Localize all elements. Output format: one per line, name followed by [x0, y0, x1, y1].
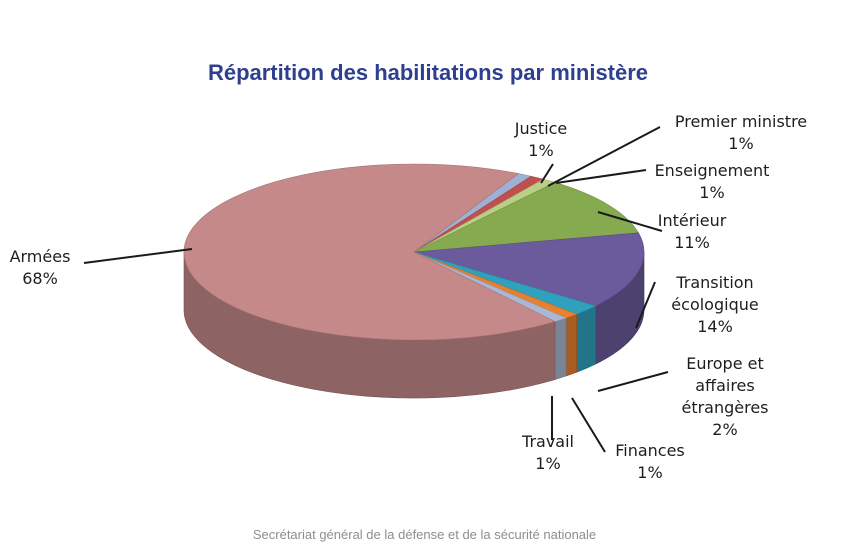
slice-label-2: Premier ministre — [675, 112, 807, 131]
slice-label-6: étrangères — [681, 398, 768, 417]
slice-value-8: 1% — [535, 454, 560, 473]
slice-label-0: Armées — [10, 247, 71, 266]
slice-label-7: Finances — [615, 441, 685, 460]
pie-slices — [183, 163, 645, 341]
slice-side-7 — [565, 313, 577, 377]
pie-sides — [183, 251, 645, 399]
leader-line-7 — [571, 397, 606, 453]
slice-value-0: 68% — [22, 269, 58, 288]
slice-4 — [413, 182, 639, 253]
slice-value-4: 11% — [674, 233, 710, 252]
slice-label-3: Enseignement — [655, 161, 770, 180]
slice-value-2: 1% — [728, 134, 753, 153]
slice-0 — [183, 163, 556, 341]
leader-line-6 — [597, 371, 669, 392]
leader-line-0 — [83, 248, 193, 264]
slice-label-5: écologique — [671, 295, 758, 314]
slice-side-6 — [576, 305, 597, 373]
slice-label-5: Transition — [675, 273, 753, 292]
slice-value-1: 1% — [528, 141, 553, 160]
slice-label-4: Intérieur — [658, 211, 727, 230]
slice-labels: Armées 68% Justice 1% Premier ministre 1% Ense… — [10, 112, 808, 482]
slice-label-8: Travail — [521, 432, 574, 451]
leader-line-3 — [555, 169, 647, 184]
leader-line-2 — [547, 126, 661, 187]
leader-lines — [83, 126, 669, 453]
slice-label-6: Europe et — [686, 354, 763, 373]
slice-label-6: affaires — [695, 376, 754, 395]
slice-value-5: 14% — [697, 317, 733, 336]
leader-line-1 — [540, 163, 554, 184]
chart-title: Répartition des habilitations par minist… — [208, 60, 648, 85]
slice-value-6: 2% — [712, 420, 737, 439]
image-caption: Secrétariat général de la défense et de … — [252, 527, 597, 542]
leader-line-5 — [635, 281, 656, 329]
slice-label-1: Justice — [514, 119, 568, 138]
slice-5 — [413, 232, 645, 307]
leader-line-4 — [597, 211, 663, 232]
slice-side-8 — [554, 317, 567, 380]
slice-value-7: 1% — [637, 463, 662, 482]
slice-value-3: 1% — [699, 183, 724, 202]
